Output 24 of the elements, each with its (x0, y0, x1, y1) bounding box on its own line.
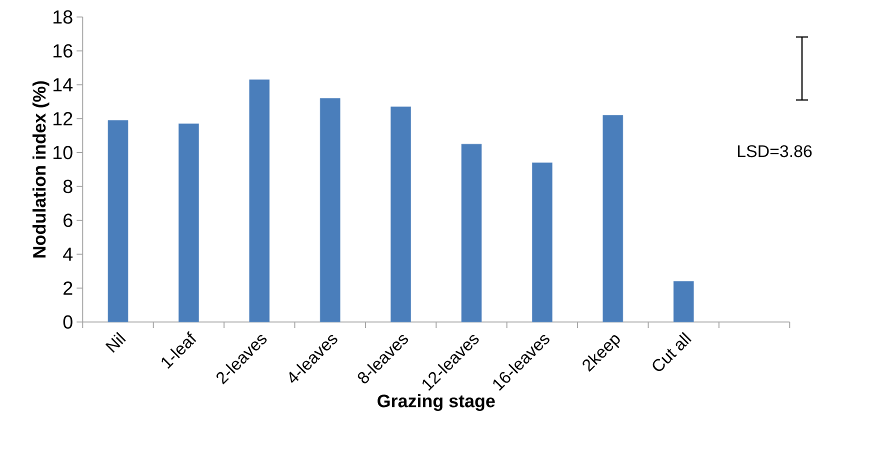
bar (673, 281, 694, 322)
bar (178, 124, 199, 322)
y-tick-label: 4 (63, 248, 73, 261)
y-tick-label: 16 (54, 44, 72, 58)
y-tick-label: 14 (54, 78, 73, 92)
y-tick-label: 10 (54, 146, 72, 160)
y-tick-label: 18 (54, 10, 72, 24)
y-tick-label: 6 (64, 214, 72, 228)
y-tick-label: 12 (54, 112, 72, 126)
bar (461, 144, 482, 322)
y-tick-label: 8 (63, 180, 72, 194)
bar (249, 79, 270, 322)
bar (390, 106, 412, 322)
y-tick-label: 0 (63, 315, 72, 329)
x-tick-label: Nil (105, 332, 126, 353)
y-tick-label: 2 (64, 281, 72, 295)
y-axis-title: Nodulation index (%) (32, 81, 50, 258)
bar (602, 115, 624, 322)
bar (320, 98, 340, 322)
x-axis-title: Grazing stage (378, 394, 495, 411)
annotation: LSD=3.86 (738, 145, 812, 158)
x-tick-label: Cut all (652, 332, 692, 372)
bar (532, 162, 552, 322)
bar (108, 120, 128, 322)
